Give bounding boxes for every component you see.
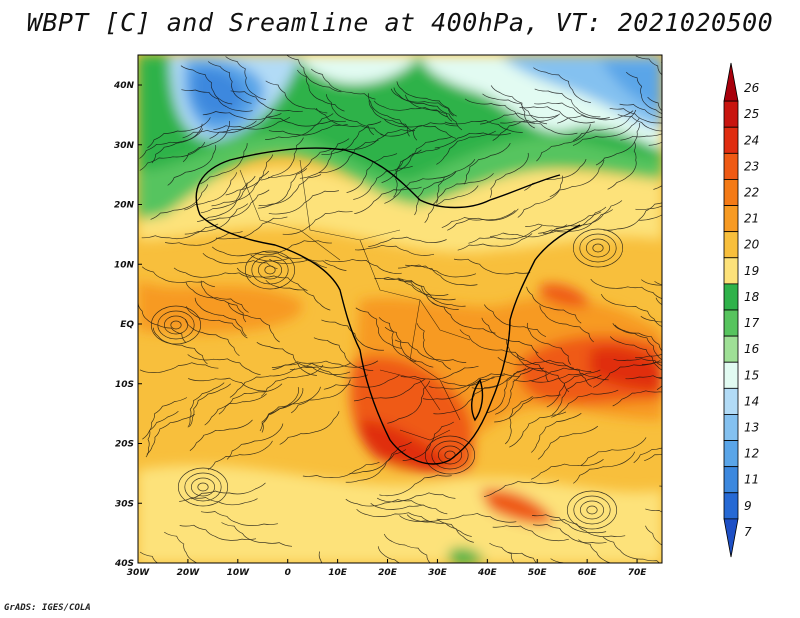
colorbar-segment xyxy=(723,205,739,233)
lon-tick-label: 50E xyxy=(528,568,548,578)
lat-tick-label: 20N xyxy=(114,201,135,211)
coastlines xyxy=(195,147,581,465)
colorbar-label: 7 xyxy=(744,525,752,539)
colorbar-segment xyxy=(723,335,739,363)
colorbar-label: 11 xyxy=(744,473,759,487)
colorbar-label: 14 xyxy=(744,394,759,408)
lon-tick-label: 30E xyxy=(428,568,448,578)
lon-tick-label: 40E xyxy=(477,568,498,578)
lat-tick-label: 40S xyxy=(114,559,134,569)
lat-tick-label: 20S xyxy=(115,440,134,450)
colorbar-segment xyxy=(723,309,739,337)
colorbar-label: 26 xyxy=(744,81,760,95)
colorbar-segment xyxy=(723,126,739,154)
lon-axis: 30W 20W 10W 0 10E 20E 30E 40E 50E 60E 70E xyxy=(127,559,647,578)
lon-tick-label: 30W xyxy=(127,568,151,578)
colorbar-label: 19 xyxy=(744,264,759,278)
lat-tick-label: 10S xyxy=(115,380,134,390)
lon-tick-label: 70E xyxy=(628,568,648,578)
colorbar-label: 25 xyxy=(744,107,759,121)
lon-tick-label: 20E xyxy=(378,568,398,578)
country-borders xyxy=(239,159,471,441)
lat-tick-label: EQ xyxy=(120,320,134,330)
credit-text: GrADS: IGES/COLA xyxy=(4,603,91,613)
lon-tick-label: 60E xyxy=(578,568,598,578)
colorbar-label: 12 xyxy=(744,447,759,461)
colorbar-label: 23 xyxy=(744,159,759,173)
colorbar-segment xyxy=(723,466,739,494)
lat-tick-label: 30S xyxy=(115,499,134,509)
lon-tick-label: 10E xyxy=(328,568,348,578)
colorbar-segment xyxy=(723,62,739,102)
lat-tick-label: 40N xyxy=(113,81,135,91)
colorbar-segment xyxy=(723,152,739,180)
map-frame xyxy=(137,54,663,564)
colorbar-label: 24 xyxy=(744,133,759,147)
colorbar-label: 22 xyxy=(744,186,759,200)
colorbar-label: 15 xyxy=(744,368,759,382)
streamlines xyxy=(138,55,662,563)
colorbar-segment xyxy=(723,179,739,206)
colorbar-label: 17 xyxy=(744,316,760,330)
colorbar-label: 18 xyxy=(744,290,760,304)
colorbar-label: 13 xyxy=(744,421,759,435)
lon-tick-label: 0 xyxy=(285,568,291,578)
lat-tick-label: 10N xyxy=(114,260,135,270)
colorbar-label: 21 xyxy=(744,212,759,226)
lat-axis: 40N 30N 20N 10N EQ 10S 20S 30S 40S xyxy=(113,81,142,569)
colorbar-segment xyxy=(723,440,739,468)
map-title: WBPT [C] and Sreamline at 400hPa, VT: 20… xyxy=(26,8,774,37)
lon-tick-label: 10W xyxy=(227,568,251,578)
colorbar-segment xyxy=(723,518,739,558)
colorbar-label: 20 xyxy=(744,238,760,252)
colorbar-segment xyxy=(723,283,739,311)
colorbar-segment xyxy=(723,231,739,259)
colorbar: 26 25 24 23 22 21 20 19 18 17 16 15 14 13 12 11 9 7 xyxy=(723,62,760,558)
lon-tick-label: 20W xyxy=(177,568,201,578)
colorbar-segment xyxy=(723,387,739,415)
colorbar-segment xyxy=(723,100,739,128)
colorbar-segment xyxy=(723,361,739,389)
lat-tick-label: 30N xyxy=(114,141,135,151)
colorbar-segment xyxy=(723,492,739,520)
colorbar-label: 9 xyxy=(744,499,752,513)
colorbar-segment xyxy=(723,414,739,441)
colorbar-label: 16 xyxy=(744,342,760,356)
wbpt-field xyxy=(138,55,662,563)
colorbar-segment xyxy=(723,257,739,285)
